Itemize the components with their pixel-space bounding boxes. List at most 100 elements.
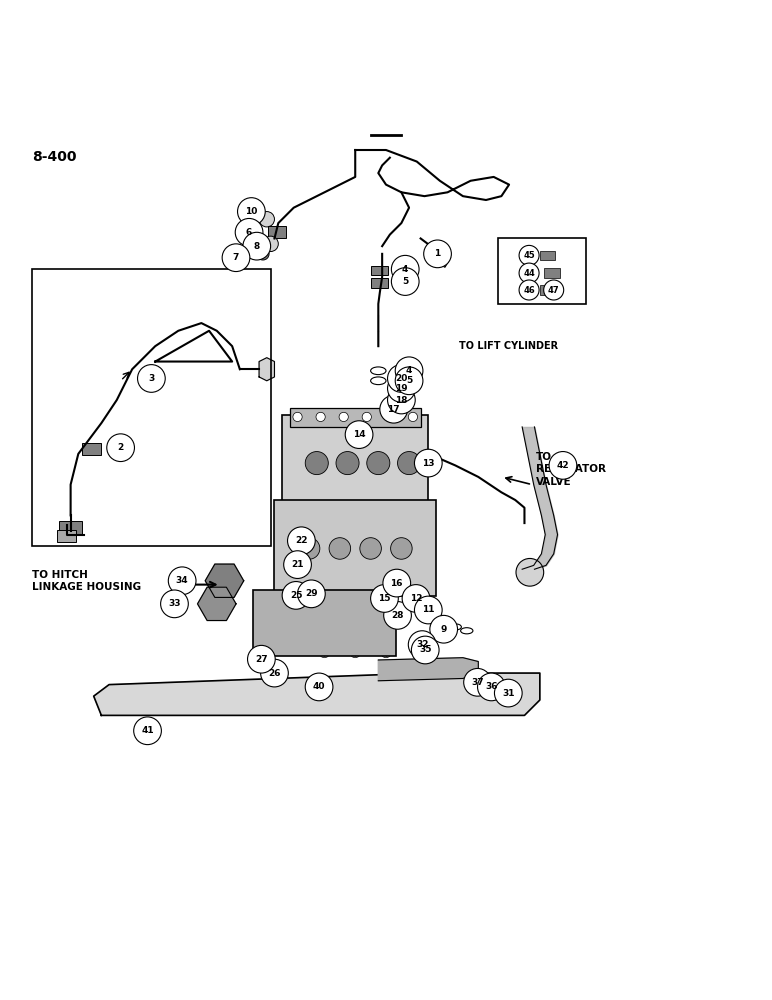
Circle shape [385, 412, 394, 422]
Circle shape [137, 365, 165, 392]
Text: 33: 33 [168, 599, 181, 608]
Circle shape [336, 452, 359, 475]
Text: 27: 27 [255, 655, 268, 664]
Text: 4: 4 [402, 265, 408, 274]
FancyBboxPatch shape [290, 408, 421, 427]
Text: TO
REGULATOR
VALVE: TO REGULATOR VALVE [536, 452, 606, 487]
Circle shape [316, 412, 325, 422]
Circle shape [388, 375, 415, 402]
Text: 2: 2 [117, 443, 124, 452]
Circle shape [134, 717, 161, 745]
Text: 35: 35 [419, 645, 432, 654]
Circle shape [395, 357, 423, 385]
Text: 5: 5 [406, 376, 412, 385]
Text: 4: 4 [406, 366, 412, 375]
Circle shape [257, 248, 269, 260]
Circle shape [107, 434, 134, 462]
Circle shape [516, 558, 543, 586]
Circle shape [319, 647, 330, 658]
Circle shape [549, 452, 577, 479]
Text: 7: 7 [233, 253, 239, 262]
Circle shape [519, 245, 539, 265]
Circle shape [391, 255, 419, 283]
Text: 32: 32 [416, 640, 428, 649]
Text: 34: 34 [176, 576, 188, 585]
Circle shape [381, 647, 391, 658]
Polygon shape [93, 673, 540, 715]
Circle shape [329, 538, 350, 559]
Circle shape [362, 412, 371, 422]
Circle shape [543, 280, 564, 300]
Text: 13: 13 [422, 459, 435, 468]
Bar [544, 268, 560, 278]
Circle shape [238, 198, 266, 225]
Text: 41: 41 [141, 726, 154, 735]
Circle shape [259, 212, 275, 227]
Polygon shape [205, 564, 244, 597]
Bar [371, 266, 388, 275]
Bar [428, 248, 451, 267]
Text: 8: 8 [254, 242, 260, 251]
Circle shape [494, 679, 522, 707]
Text: 28: 28 [391, 611, 404, 620]
Circle shape [305, 673, 333, 701]
Circle shape [408, 412, 418, 422]
Circle shape [371, 585, 398, 612]
Text: 31: 31 [502, 689, 515, 698]
Circle shape [248, 645, 276, 673]
Text: 9: 9 [441, 625, 447, 634]
Bar [268, 226, 286, 238]
Text: 8-400: 8-400 [32, 150, 76, 164]
Circle shape [235, 218, 263, 246]
Circle shape [415, 449, 442, 477]
Circle shape [263, 236, 279, 252]
Circle shape [367, 452, 390, 475]
Text: 17: 17 [388, 405, 400, 414]
Text: 25: 25 [290, 591, 303, 600]
Text: 14: 14 [353, 430, 365, 439]
Circle shape [161, 590, 188, 618]
Circle shape [388, 386, 415, 414]
Text: 40: 40 [313, 682, 325, 691]
Text: 47: 47 [548, 286, 560, 295]
Bar [540, 285, 555, 295]
Bar [540, 251, 555, 260]
Text: 11: 11 [422, 605, 435, 614]
Circle shape [282, 582, 310, 609]
Text: 45: 45 [523, 251, 535, 260]
Circle shape [519, 280, 539, 300]
Text: 42: 42 [557, 461, 569, 470]
Circle shape [424, 240, 452, 268]
Text: 16: 16 [391, 579, 403, 588]
Circle shape [168, 567, 196, 595]
Text: 3: 3 [148, 374, 154, 383]
Circle shape [384, 602, 411, 629]
Text: 1: 1 [435, 249, 441, 258]
Text: 21: 21 [291, 560, 304, 569]
Circle shape [464, 668, 492, 696]
Text: 37: 37 [471, 678, 484, 687]
FancyBboxPatch shape [275, 500, 436, 596]
Text: 18: 18 [395, 396, 408, 405]
FancyBboxPatch shape [253, 590, 396, 656]
Text: 26: 26 [268, 669, 281, 678]
Bar [59, 521, 82, 535]
FancyBboxPatch shape [282, 415, 428, 512]
Text: 36: 36 [485, 682, 498, 691]
Circle shape [383, 569, 411, 597]
Circle shape [388, 365, 415, 392]
Circle shape [345, 421, 373, 448]
Circle shape [222, 244, 250, 272]
Circle shape [380, 395, 408, 423]
Circle shape [283, 551, 311, 578]
Circle shape [391, 538, 412, 559]
Text: TO HITCH
LINKAGE HOUSING: TO HITCH LINKAGE HOUSING [32, 570, 141, 592]
Circle shape [243, 232, 271, 260]
Bar [57, 530, 76, 542]
Circle shape [398, 452, 421, 475]
Polygon shape [198, 587, 236, 620]
Circle shape [519, 263, 539, 283]
Text: 15: 15 [378, 594, 391, 603]
Text: TO LIFT CYLINDER: TO LIFT CYLINDER [459, 341, 558, 351]
Circle shape [339, 412, 348, 422]
